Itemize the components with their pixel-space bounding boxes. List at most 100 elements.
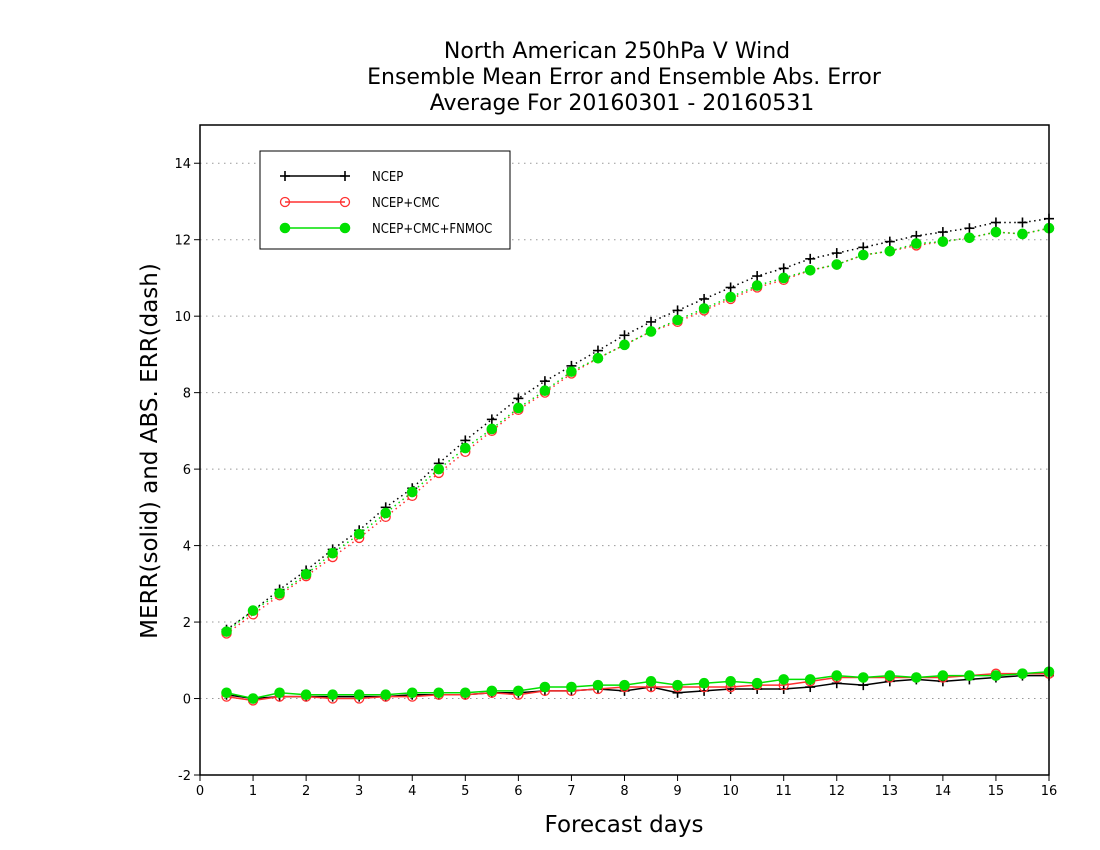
y-axis-label: MERR(solid) and ABS. ERR(dash) bbox=[137, 263, 163, 639]
abs-err-point bbox=[592, 352, 604, 364]
x-tick-label: 15 bbox=[988, 784, 1005, 799]
abs-err-point bbox=[274, 588, 285, 599]
legend-item-ncep-cmc-fnmoc: NCEP+CMC+FNMOC bbox=[279, 222, 492, 237]
series-ncep-cmc-fnmoc bbox=[221, 222, 1055, 704]
y-tick-label: 0 bbox=[183, 693, 191, 708]
abs-err-point bbox=[884, 236, 895, 247]
series-ncep-cmc-fnmoc-mean-err-line bbox=[226, 671, 1050, 700]
mean-err-point bbox=[274, 687, 285, 699]
x-tick-label: 13 bbox=[882, 784, 899, 799]
legend: NCEP NCEP+CMC NCEP+CMC+FNMOC bbox=[259, 150, 511, 250]
abs-err-point bbox=[672, 314, 683, 326]
abs-err-point bbox=[353, 528, 365, 540]
x-tick-label: 5 bbox=[461, 784, 469, 799]
abs-err-point bbox=[646, 316, 657, 327]
abs-err-point bbox=[619, 339, 630, 351]
legend-box bbox=[259, 150, 511, 250]
y-tick-label: 14 bbox=[174, 157, 191, 172]
x-tick-label: 7 bbox=[567, 784, 575, 799]
y-tick-label: 4 bbox=[183, 540, 191, 555]
abs-err-point bbox=[964, 223, 975, 234]
abs-err-point bbox=[752, 271, 763, 282]
x-tick-label: 10 bbox=[722, 784, 739, 799]
legend-label: NCEP+CMC+FNMOC bbox=[372, 222, 492, 237]
x-tick-label: 9 bbox=[673, 784, 681, 799]
abs-err-point bbox=[778, 263, 789, 274]
mean-err-point bbox=[937, 670, 949, 681]
mean-err-point bbox=[964, 670, 975, 681]
legend-marker bbox=[280, 171, 290, 181]
mean-err-point bbox=[486, 685, 498, 697]
mean-err-point bbox=[592, 679, 604, 691]
series-ncep bbox=[221, 213, 1054, 704]
abs-err-point bbox=[937, 227, 948, 238]
y-tick-label: 2 bbox=[183, 616, 191, 631]
abs-err-point bbox=[672, 305, 683, 316]
x-tick-label: 12 bbox=[828, 784, 845, 799]
series-ncep-abs-err-line bbox=[226, 217, 1050, 631]
abs-err-point bbox=[990, 226, 1002, 238]
mean-err-point bbox=[247, 693, 259, 704]
x-tick-label: 3 bbox=[355, 784, 363, 799]
legend-item-ncep: NCEP bbox=[280, 170, 403, 185]
legend-marker bbox=[340, 171, 350, 181]
legend-marker bbox=[279, 222, 291, 234]
abs-err-point bbox=[937, 236, 949, 247]
abs-err-point bbox=[751, 280, 763, 291]
mean-err-point bbox=[353, 689, 365, 701]
abs-err-point bbox=[1017, 228, 1028, 240]
mean-err-point bbox=[513, 685, 524, 697]
title-line-1: North American 250hPa V Wind bbox=[444, 39, 790, 64]
abs-err-point bbox=[486, 414, 497, 425]
mean-err-point bbox=[221, 687, 232, 699]
x-tick-label: 2 bbox=[302, 784, 310, 799]
abs-err-point bbox=[380, 507, 392, 519]
y-tick-label: 8 bbox=[183, 387, 191, 402]
series-layer bbox=[221, 213, 1055, 706]
abs-err-point bbox=[911, 238, 922, 249]
y-axis: -2 0 2 4 6 8 10 12 14 bbox=[174, 157, 200, 784]
abs-err-point bbox=[831, 248, 842, 259]
mean-err-point bbox=[990, 670, 1002, 681]
x-tick-label: 6 bbox=[514, 784, 522, 799]
abs-err-point bbox=[566, 366, 577, 377]
series-ncep-cmc-fnmoc-abs-err-line bbox=[226, 227, 1050, 633]
abs-err-point bbox=[805, 253, 816, 264]
abs-err-point bbox=[619, 330, 630, 341]
mean-err-point bbox=[433, 687, 445, 699]
mean-err-point bbox=[566, 681, 577, 693]
abs-err-point bbox=[513, 402, 524, 414]
legend-marker bbox=[339, 222, 351, 234]
abs-err-point bbox=[539, 376, 550, 387]
mean-err-point bbox=[327, 689, 338, 701]
abs-err-point bbox=[513, 393, 524, 404]
mean-err-point bbox=[804, 674, 816, 685]
x-axis-label: Forecast days bbox=[545, 812, 704, 838]
x-tick-label: 0 bbox=[196, 784, 204, 799]
legend-item-ncep-cmc: NCEP+CMC bbox=[279, 196, 440, 211]
series-ncep-cmc bbox=[221, 223, 1055, 706]
x-tick-label: 4 bbox=[408, 784, 416, 799]
mean-err-point bbox=[672, 679, 683, 691]
mean-err-point bbox=[911, 672, 922, 683]
x-tick-label: 16 bbox=[1041, 784, 1058, 799]
legend-marker bbox=[279, 196, 291, 208]
abs-err-point bbox=[698, 303, 710, 314]
x-axis: 0 1 2 3 4 5 6 7 8 9 10 11 12 13 14 15 16 bbox=[196, 775, 1057, 799]
abs-err-point bbox=[486, 423, 498, 435]
abs-err-point bbox=[300, 568, 312, 580]
x-tick-label: 11 bbox=[775, 784, 792, 799]
x-tick-label: 1 bbox=[249, 784, 257, 799]
legend-marker bbox=[339, 196, 351, 208]
mean-err-point bbox=[539, 681, 551, 693]
x-tick-label: 14 bbox=[935, 784, 952, 799]
abs-err-point bbox=[247, 605, 259, 616]
abs-err-point bbox=[699, 293, 710, 304]
abs-err-point bbox=[327, 547, 338, 559]
y-tick-label: 10 bbox=[174, 310, 191, 325]
mean-err-point bbox=[460, 687, 471, 699]
abs-err-point bbox=[433, 463, 445, 475]
legend-label: NCEP bbox=[372, 170, 403, 185]
mean-err-point bbox=[406, 687, 418, 699]
